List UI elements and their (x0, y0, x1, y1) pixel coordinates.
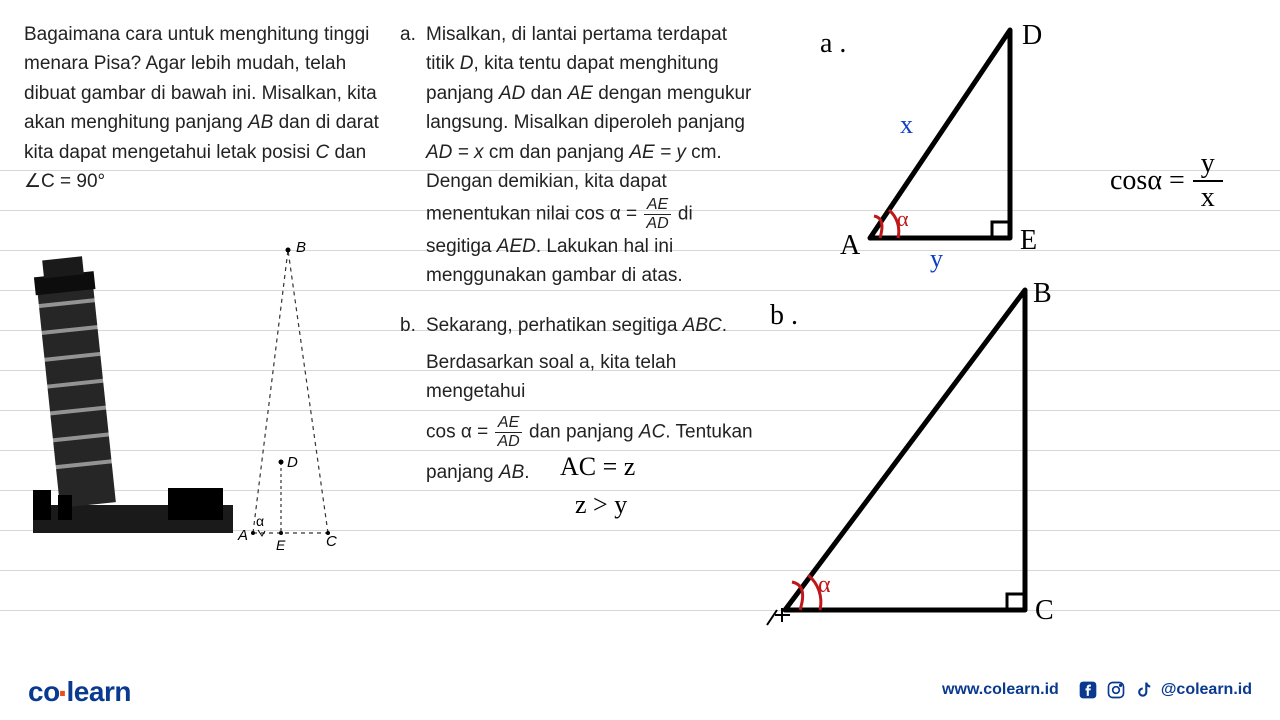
pb-abc: ABC (683, 315, 722, 336)
instagram-icon (1105, 679, 1127, 701)
pisa-a-label: A (237, 527, 248, 544)
tiktok-icon (1133, 679, 1155, 701)
logo-learn: learn (67, 676, 131, 707)
pa-d: D (460, 53, 474, 74)
hand-cos-eq: cosα = y x (1110, 150, 1223, 212)
pb-t3a: cos α = (426, 421, 493, 442)
hand-y: y (930, 244, 943, 274)
fracnum-b: AE (495, 415, 521, 433)
footer-right: www.colearn.id @colearn.id (942, 679, 1252, 701)
hand-D: D (1022, 20, 1042, 52)
social-icons: @colearn.id (1077, 679, 1252, 701)
logo-dot-icon: · (58, 675, 69, 713)
fracden-a: AD (644, 215, 670, 232)
pb-t4b: . (524, 462, 529, 483)
part-a-label: a. (400, 20, 426, 291)
pa-adx: AD = x (426, 142, 484, 163)
pisa-b-label: B (296, 239, 306, 256)
pb-t3b: dan panjang (524, 421, 639, 442)
hand-cos-text: cosα = (1110, 165, 1185, 197)
pb-t1: Sekarang, perhatikan segitiga (426, 315, 683, 336)
footer-bar: co·learn www.colearn.id @colearn.id (0, 660, 1280, 720)
hand-C: C (1035, 595, 1054, 627)
pisa-tower-figure: B D A E C α (28, 230, 348, 550)
pb-t1b: . (722, 315, 727, 336)
hand-ac-eq-z: AC = z (560, 452, 635, 482)
fracnum-a: AE (644, 197, 670, 215)
hand-B: B (1033, 278, 1052, 310)
label-ab: AB (248, 112, 273, 133)
pb-t3c: . Tentukan (665, 421, 752, 442)
facebook-icon (1077, 679, 1099, 701)
logo-co: co (28, 676, 60, 707)
pb-t4: panjang (426, 462, 499, 483)
footer-url: www.colearn.id (942, 681, 1059, 699)
hand-alpha-1: α (897, 206, 909, 232)
pa-ae: AE (568, 83, 593, 104)
hand-z-gt-y: z > y (575, 490, 627, 520)
hand-A: A (840, 230, 860, 262)
hand-x: x (900, 110, 913, 140)
problem-intro-text: Bagaimana cara untuk menghitung tinggi m… (24, 20, 384, 197)
social-handle: @colearn.id (1161, 681, 1252, 699)
frac-ae-ad-b: AEAD (495, 415, 521, 450)
pisa-d-label: D (287, 454, 298, 471)
pa-aey: AE = y (629, 142, 686, 163)
hand-cos-den: x (1193, 182, 1223, 212)
part-a-text: a. Misalkan, di lantai pertama terdapat … (400, 20, 760, 291)
pb-t2: Berdasarkan soal a, kita telah mengetahu… (426, 352, 676, 402)
part-b-label: b. (400, 311, 426, 488)
hand-a-label: a . (820, 28, 846, 60)
pisa-c-label: C (326, 533, 337, 550)
problem-parts: a. Misalkan, di lantai pertama terdapat … (400, 20, 760, 487)
frac-ae-ad-a: AEAD (644, 197, 670, 232)
angle-c-eq: ∠C = 90° (24, 171, 105, 192)
hand-b-label: b . (770, 300, 798, 332)
pisa-alpha-label: α (256, 513, 264, 529)
pb-ac: AC (639, 421, 665, 442)
intro-text-3: dan (329, 142, 366, 163)
pa-ad: AD (499, 83, 525, 104)
colearn-logo: co·learn (28, 671, 131, 710)
hand-E: E (1020, 225, 1037, 257)
pb-ab: AB (499, 462, 524, 483)
hand-cos-num: y (1193, 150, 1223, 182)
pa-t3: dan (525, 83, 567, 104)
pisa-e-label: E (276, 537, 286, 550)
fracden-b: AD (495, 433, 521, 450)
hand-alpha-2: α (818, 572, 831, 599)
pa-t5: cm dan panjang (484, 142, 630, 163)
pa-aed: AED (497, 236, 536, 257)
label-c: C (316, 142, 330, 163)
